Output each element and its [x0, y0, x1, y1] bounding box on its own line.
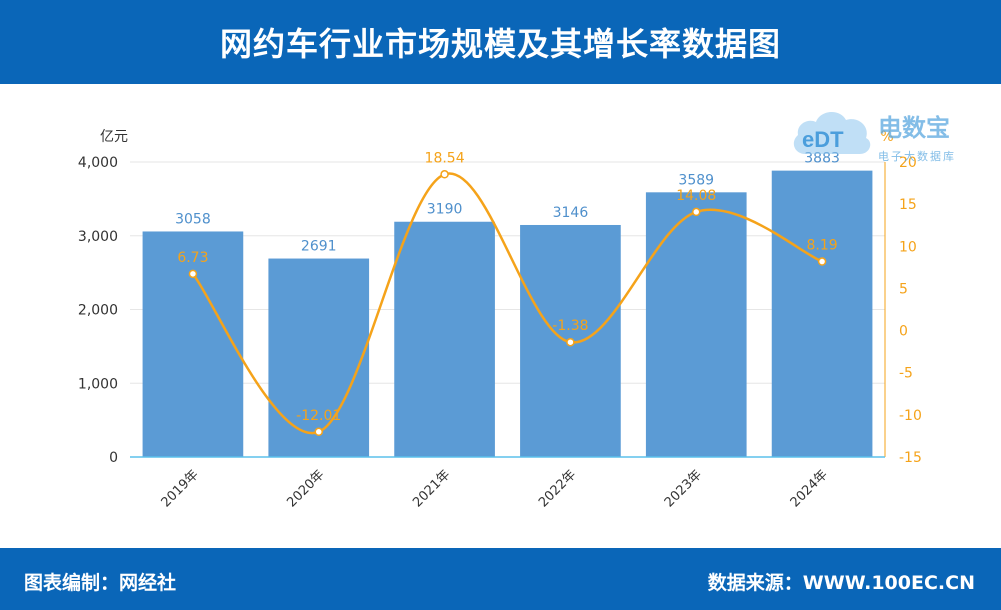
- growth-value-label: 18.54: [425, 150, 465, 166]
- y-left-tick-label: 0: [109, 450, 118, 466]
- cloud-icon: eDT: [793, 111, 871, 154]
- bar: [771, 170, 873, 457]
- watermark-brand: 电数宝: [878, 114, 950, 142]
- footer-source: 数据来源：WWW.100EC.CN: [707, 572, 975, 594]
- x-tick-label: 2019年: [159, 467, 202, 510]
- watermark-subtitle: 电子大数据库: [878, 150, 956, 163]
- x-tick-label: 2023年: [662, 467, 705, 510]
- footer-credit: 图表编制：网经社: [24, 572, 177, 594]
- y-right-tick-label: 15: [899, 197, 917, 213]
- bar: [394, 221, 495, 457]
- y-left-axis-title: 亿元: [100, 129, 128, 145]
- growth-value-label: 6.73: [177, 250, 208, 266]
- y-right-tick-label: 20: [899, 155, 917, 171]
- y-left-tick-label: 3,000: [78, 229, 118, 245]
- page-title: 网约车行业市场规模及其增长率数据图: [219, 25, 781, 63]
- growth-point: [188, 269, 198, 279]
- watermark-logo: eDT 电数宝 电子大数据库: [786, 96, 996, 176]
- header-bar: 网约车行业市场规模及其增长率数据图: [0, 0, 1001, 84]
- bar-value-label: 3058: [175, 211, 211, 227]
- growth-point: [817, 257, 827, 266]
- growth-value-label: -12.01: [296, 408, 341, 424]
- y-right-tick-label: -15: [899, 450, 922, 466]
- chart: 0 1,000 2,000 3,000 4,000 -15 -10 -5 0 5 10 15 20 亿元%…: [78, 129, 922, 510]
- logo-text: eDT: [802, 127, 844, 152]
- y-right-tick-label: -10: [899, 408, 922, 424]
- growth-line-series: [188, 170, 827, 437]
- y-left-tick-label: 2,000: [78, 303, 118, 319]
- bar-value-label: 3589: [678, 172, 714, 188]
- bar-value-label: 3883: [804, 151, 840, 167]
- bar-value-label: 2691: [301, 239, 337, 255]
- growth-point: [314, 427, 323, 437]
- grid-lines: [130, 161, 885, 384]
- data-labels: 3058 2691 3190 3146 3589 3883 6.73 -12.01 18.54 -…: [175, 150, 840, 423]
- y-right-axis-title: %: [880, 129, 893, 145]
- bar-series: [142, 170, 873, 457]
- growth-point: [692, 207, 701, 217]
- bar: [142, 231, 244, 457]
- y-right-tick-label: -5: [899, 366, 913, 382]
- y-left-tick-label: 1,000: [78, 376, 118, 392]
- bar-value-label: 3146: [553, 205, 589, 221]
- x-tick-label: 2021年: [410, 467, 453, 510]
- growth-value-label: 14.08: [676, 188, 716, 204]
- x-tick-label: 2020年: [284, 467, 327, 510]
- bar: [645, 192, 747, 457]
- y-right-tick-label: 0: [899, 324, 908, 340]
- bar: [268, 258, 370, 457]
- growth-point: [440, 170, 449, 179]
- bar-value-label: 3190: [427, 202, 463, 218]
- y-left-tick-label: 4,000: [78, 155, 118, 171]
- y-right-tick-label: 10: [899, 239, 917, 255]
- x-tick-label: 2022年: [536, 467, 579, 510]
- growth-point: [566, 337, 575, 347]
- x-tick-label: 2024年: [788, 467, 831, 510]
- growth-value-label: -1.38: [552, 318, 588, 334]
- footer-bar: 图表编制：网经社 数据来源：WWW.100EC.CN: [0, 548, 1001, 610]
- y-right-tick-label: 5: [899, 281, 908, 297]
- growth-value-label: 8.19: [806, 238, 837, 254]
